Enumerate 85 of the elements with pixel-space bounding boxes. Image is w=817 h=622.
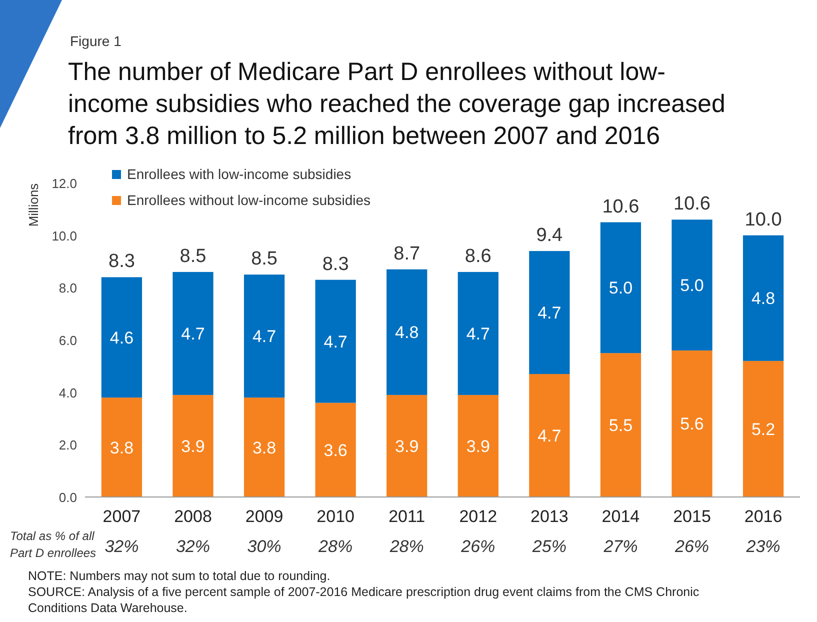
legend-label: Enrollees with low-income subsidies [127,166,352,182]
data-label: 4.6 [110,328,134,348]
text: 23% [745,537,780,556]
bar [600,222,642,354]
data-label: 3.6 [324,440,348,460]
bar [458,394,498,497]
text: 28% [318,537,353,556]
bar [672,220,712,350]
legend-label: Enrollees without low-income subsidies [127,192,371,208]
y-tick-label: 8.0 [58,280,77,296]
data-label: 5.5 [608,416,633,436]
data-label: 4.7 [324,332,348,352]
bar [315,280,356,403]
bar [315,402,356,497]
y-tick-label: 6.0 [58,333,77,348]
text: 26% [674,537,710,556]
bar [742,360,784,497]
total-label: 8.5 [180,246,206,267]
x-tick-label: 2015 [673,507,711,526]
bar [172,394,214,497]
total-label: 10.6 [602,196,640,218]
bar [458,272,498,395]
source-note: SOURCE: Analysis of a five percent sample of 2007-2016 Medicare prescription drug event claims from the CMS Chronic Conditions Data Warehouse. [28,585,700,615]
data-label: 5.6 [680,414,704,434]
y-axis-title: Millions [26,182,41,227]
bar [244,398,285,497]
x-tick-label: 2011 [388,507,426,526]
total-label: 8.5 [251,248,278,270]
x-tick-label: 2007 [102,507,141,526]
data-label: 3.9 [181,436,205,456]
x-tick-label: 2016 [744,507,782,526]
bar [742,235,784,361]
bar [529,374,570,497]
caption: Figure 1 [70,33,122,49]
text: NOTE: Numbers may not sum to total due to rounding. [28,569,330,583]
data-label: 4.7 [466,324,490,344]
text: 30% [247,537,282,556]
data-label: 3.9 [466,436,490,456]
total-label: 8.3 [322,254,349,275]
text: 32% [104,537,139,556]
y-tick-label: 12.0 [52,176,77,191]
data-label: 4.7 [181,324,205,344]
x-tick-label: 2010 [316,507,354,526]
total-label: 9.4 [536,225,564,246]
x-tick-label: 2013 [530,507,568,526]
x-tick-label: 2009 [245,507,284,526]
bar [672,350,712,497]
data-label: 4.7 [538,304,562,323]
y-tick-label: 0.0 [58,490,77,505]
data-label: 5.2 [751,420,776,439]
bar [600,353,642,497]
data-label: 4.8 [395,323,419,342]
total-label: 10.6 [674,194,710,215]
data-label: 3.8 [110,438,134,458]
data-label: 5.0 [608,278,633,298]
total-label: 8.3 [108,251,135,272]
x-tick-label: 2014 [602,507,640,526]
data-label: 4.8 [751,289,776,308]
bar [529,251,570,374]
bar [101,398,142,497]
text: 27% [602,537,638,556]
total-label: 8.7 [394,243,420,264]
y-tick-label: 4.0 [58,385,77,400]
x-tick-label: 2008 [174,507,212,526]
data-label: 3.9 [395,436,419,456]
bar [386,394,428,497]
data-label: 4.7 [538,426,562,446]
bar [244,274,285,398]
bar [101,277,142,398]
text: 32% [176,537,210,556]
data-label: 3.8 [252,438,276,458]
text: 26% [460,537,496,556]
data-label: 4.7 [252,327,276,346]
total-label: 10.0 [744,209,782,230]
bar [172,272,214,395]
x-tick-label: 2012 [459,507,498,526]
text: Total as % of all Part D enrollees [10,529,96,560]
y-tick-label: 2.0 [58,438,77,453]
text: 25% [531,537,566,556]
data-label: 5.0 [680,276,704,296]
text: 28% [388,537,424,556]
chart-title: The number of Medicare Part D enrollees without low-income subsidies who reached the coverage gap increased from 3.8 million to 5.2 million between 2007 and 2016 [68,58,726,150]
y-tick-label: 10.0 [52,228,77,244]
bar [386,269,428,395]
total-label: 8.6 [464,246,492,267]
